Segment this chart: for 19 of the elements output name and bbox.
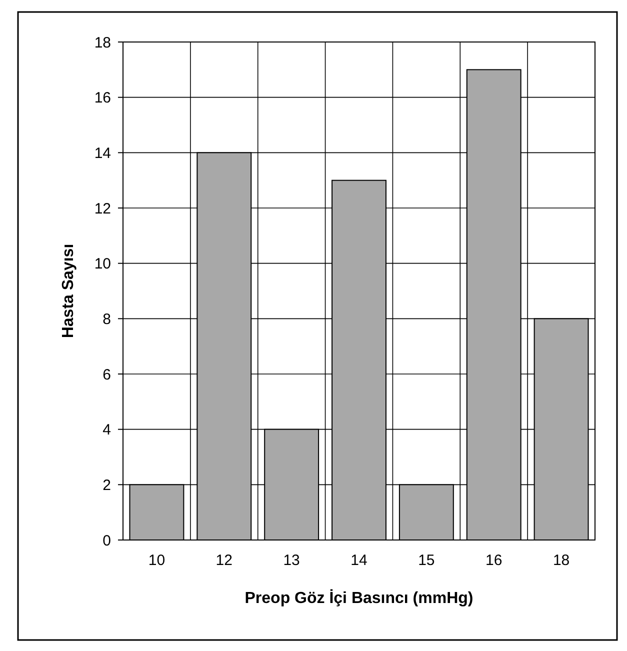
x-axis-title: Preop Göz İçi Basıncı (mmHg) [244,589,474,607]
y-tick-label: 4 [102,422,111,439]
y-axis-title: Hasta Sayısı [60,244,77,338]
y-tick-label: 6 [102,366,111,384]
x-tick-label: 13 [283,552,300,569]
x-tick-label: 15 [418,552,435,569]
y-tick-label: 14 [94,144,111,162]
y-tick-label: 18 [94,34,111,52]
x-tick-label: 12 [216,552,232,569]
x-tick-label: 16 [486,552,502,569]
y-tick-label: 8 [102,310,111,328]
y-tick-label: 12 [94,200,111,218]
x-tick-label: 14 [350,552,368,569]
y-tick-label: 16 [94,90,111,107]
y-tick-label: 10 [94,256,111,273]
y-tick-label: 0 [102,532,111,550]
x-tick-label: 10 [148,552,166,569]
x-tick-label: 18 [552,552,570,569]
y-tick-label: 2 [102,476,111,494]
